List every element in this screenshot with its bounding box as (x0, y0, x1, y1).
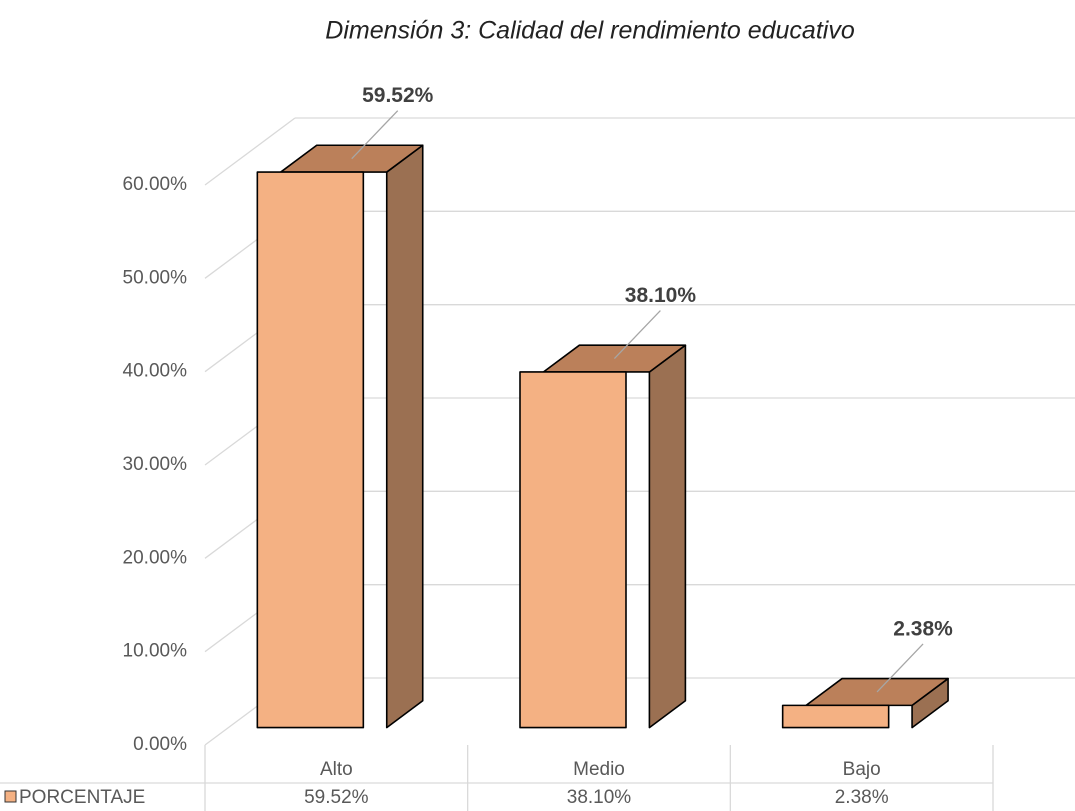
bar (781, 704, 890, 729)
y-tick-label: 40.00% (123, 361, 188, 382)
table-value: 59.52% (304, 787, 369, 808)
table-value: 38.10% (567, 787, 632, 808)
x-tick-label: Medio (573, 759, 625, 780)
x-tick-label: Bajo (843, 759, 881, 780)
y-tick-label: 0.00% (133, 734, 187, 755)
data-label: 2.38% (893, 618, 953, 641)
data-label: 38.10% (625, 284, 697, 307)
y-tick-label: 10.00% (123, 641, 188, 662)
leader-line (876, 643, 924, 693)
data-label: 59.52% (362, 84, 434, 107)
legend-key (4, 790, 17, 803)
x-tick-label: Alto (320, 759, 353, 780)
y-tick-label: 50.00% (123, 267, 188, 288)
grid-line (204, 117, 296, 186)
bar-side (648, 344, 687, 729)
leader-line (613, 310, 661, 360)
y-tick-label: 30.00% (123, 454, 188, 475)
bar (256, 171, 365, 729)
chart-title: Dimensión 3: Calidad del rendimiento edu… (325, 17, 855, 45)
bar-side (385, 144, 424, 729)
bar (519, 371, 627, 729)
y-tick-label: 60.00% (123, 174, 188, 195)
y-tick-label: 20.00% (123, 547, 188, 568)
leader-line (351, 110, 399, 160)
table-value: 2.38% (835, 787, 889, 808)
legend-label: PORCENTAJE (19, 787, 145, 808)
